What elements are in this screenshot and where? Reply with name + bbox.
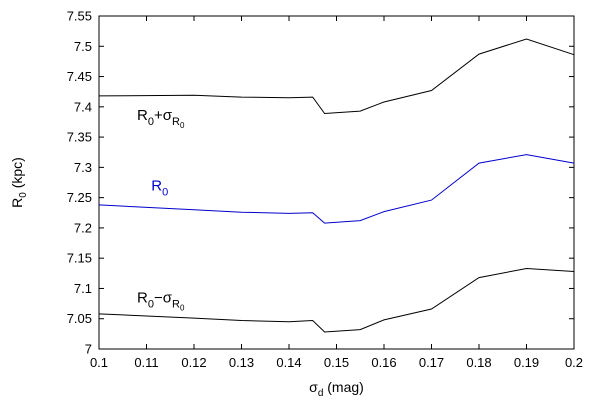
series-label-center: R0	[151, 177, 168, 198]
y-axis-label-unit: (kpc)	[9, 157, 25, 192]
y-tick-label: 7.55	[67, 9, 92, 24]
x-tick-label: 0.2	[565, 355, 583, 370]
y-tick-label: 7.05	[67, 311, 92, 326]
x-tick-label: 0.11	[134, 355, 158, 370]
series-line-upper	[98, 38, 575, 115]
series-line-center	[98, 154, 575, 224]
x-tick-label: 0.18	[466, 355, 491, 370]
y-tick-label: 7.5	[74, 39, 92, 54]
x-axis-label: σd (mag)	[309, 379, 364, 399]
y-tick-label: 7.3	[74, 160, 92, 175]
series-label-upper: R0+σR0	[137, 107, 185, 130]
x-tick-label: 0.14	[276, 355, 301, 370]
y-tick-label: 7.25	[67, 190, 92, 205]
y-tick-label: 7.4	[74, 99, 92, 114]
y-tick-label: 7.1	[74, 281, 92, 296]
y-tick-label: 7	[85, 342, 92, 357]
x-axis-label-main: σ	[309, 379, 318, 395]
y-tick-label: 7.15	[67, 251, 92, 266]
y-tick-label: 7.45	[67, 69, 92, 84]
series-line-lower	[98, 267, 575, 333]
y-tick-labels: 7 7.05 7.1 7.15 7.2 7.25 7.3 7.35 7.4 7.45 7.5 7.55	[67, 9, 92, 357]
x-axis-label-unit: (mag)	[323, 379, 363, 395]
y-axis-label: R0 (kpc)	[9, 157, 29, 208]
tick-marks	[98, 15, 575, 350]
x-tick-label: 0.12	[181, 355, 206, 370]
x-tick-label: 0.1	[90, 355, 108, 370]
x-axis-label-sub: d	[318, 388, 324, 399]
y-axis-label-main: R	[9, 198, 25, 208]
series-annotations: R0+σR0 R0 R0−σR0	[137, 107, 185, 312]
x-tick-label: 0.13	[229, 355, 254, 370]
x-tick-label: 0.19	[514, 355, 539, 370]
x-tick-labels: 0.1 0.11 0.12 0.13 0.14 0.15 0.16 0.17 0.18 0.19 0…	[90, 355, 583, 370]
y-tick-label: 7.2	[74, 220, 92, 235]
series-lines	[98, 38, 575, 333]
y-axis-label-sub: 0	[18, 192, 29, 198]
series-label-lower: R0−σR0	[137, 289, 185, 312]
x-tick-label: 0.17	[419, 355, 444, 370]
x-tick-label: 0.15	[324, 355, 349, 370]
y-tick-label: 7.35	[67, 130, 92, 145]
x-tick-label: 0.16	[371, 355, 396, 370]
